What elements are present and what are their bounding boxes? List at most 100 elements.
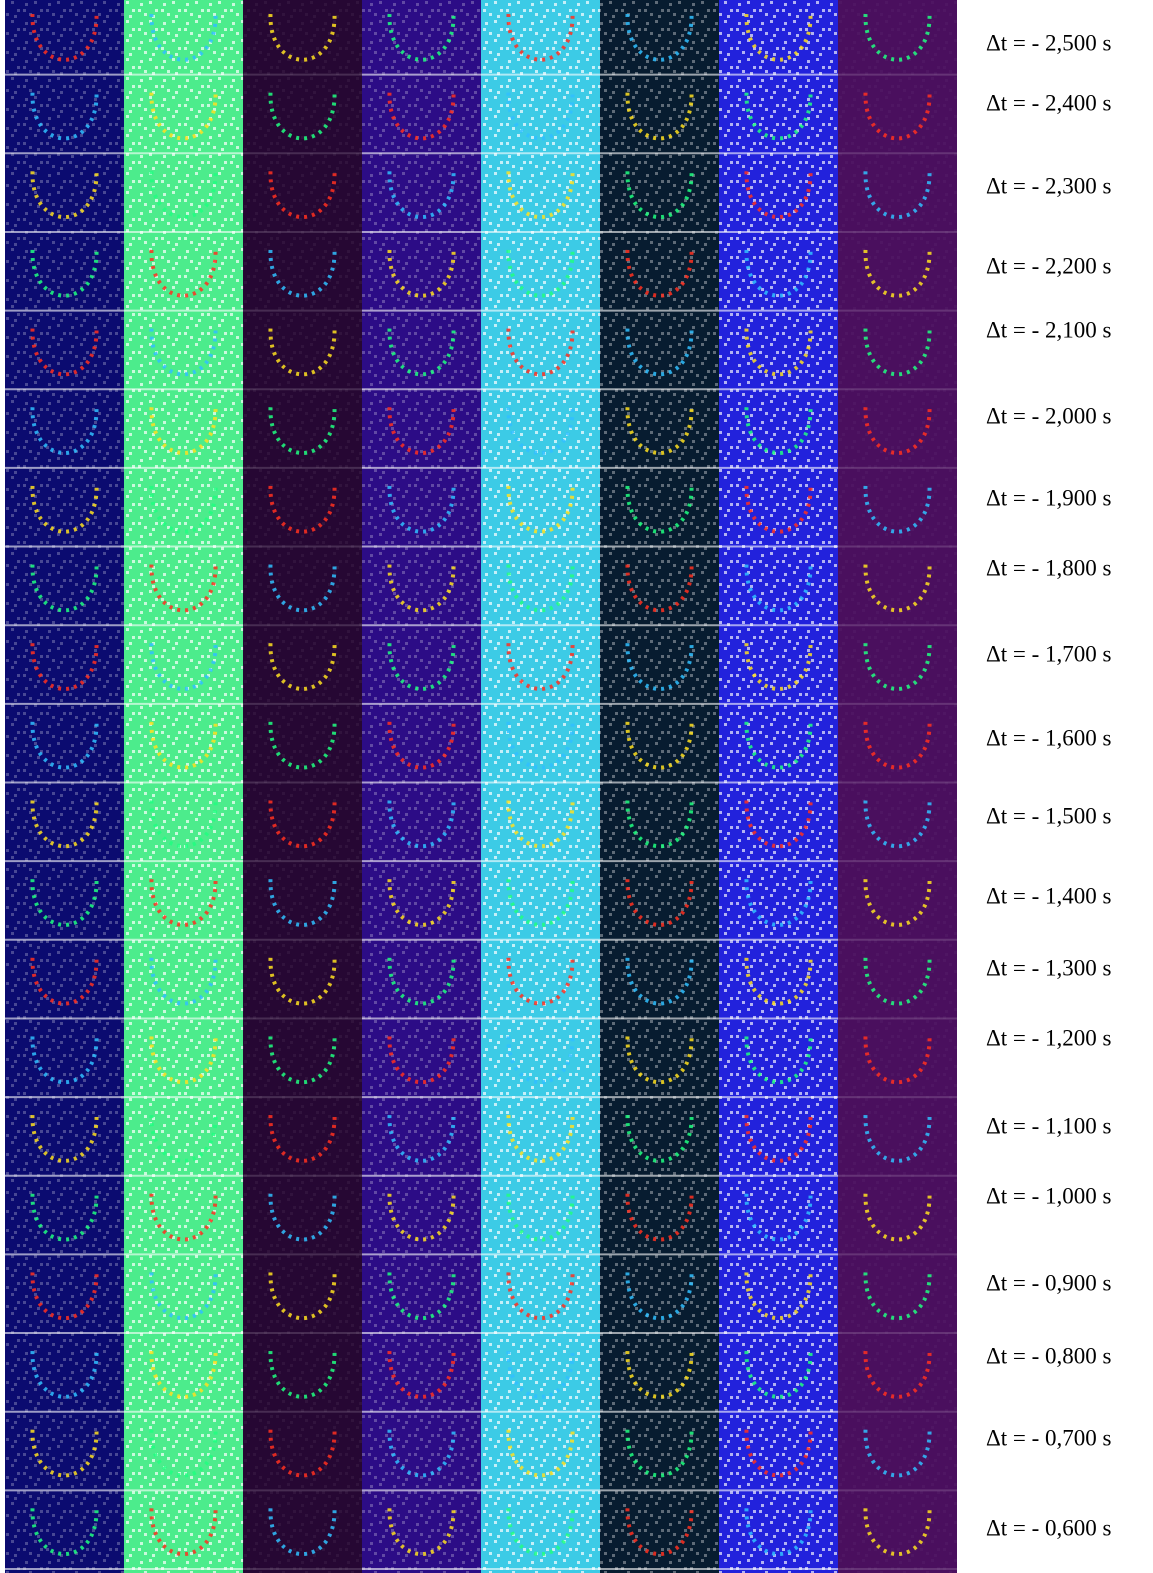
u-shape — [149, 1508, 218, 1557]
time-label: Δt = - 1,100 s — [986, 1113, 1112, 1138]
u-shape — [506, 1036, 575, 1085]
u-shape — [863, 1115, 932, 1163]
u-shape — [744, 1350, 813, 1399]
u-shape — [744, 800, 813, 849]
u-shape — [30, 1508, 99, 1557]
u-shape — [149, 879, 218, 927]
u-shape — [30, 1350, 99, 1399]
u-shape — [625, 564, 694, 613]
u-shape — [387, 1508, 456, 1557]
u-shape — [863, 171, 932, 220]
u-shape — [30, 1193, 99, 1242]
u-shape — [625, 879, 694, 927]
u-shape — [863, 800, 932, 849]
u-shape — [30, 564, 99, 613]
u-shape — [268, 1115, 337, 1163]
u-shape — [30, 171, 99, 220]
u-shape — [149, 564, 218, 613]
u-shape — [149, 92, 218, 141]
u-shape — [863, 328, 932, 377]
time-label: Δt = - 2,500 s — [986, 30, 1112, 55]
u-shape — [268, 1036, 337, 1085]
u-shape — [149, 249, 218, 298]
u-shape — [30, 800, 99, 849]
time-label: Δt = - 1,600 s — [986, 725, 1112, 750]
noise — [124, 0, 243, 1573]
time-label: Δt = - 0,900 s — [986, 1270, 1112, 1295]
u-shape — [387, 721, 456, 770]
u-shape — [30, 643, 99, 691]
u-shape — [268, 643, 337, 691]
u-shape — [268, 249, 337, 298]
noise — [600, 0, 719, 1573]
u-shape — [744, 721, 813, 770]
u-shape — [149, 1036, 218, 1085]
u-shape — [863, 957, 932, 1006]
time-label: Δt = - 2,100 s — [986, 317, 1112, 342]
u-shape — [387, 1115, 456, 1163]
u-shape — [387, 1429, 456, 1478]
u-shape — [863, 13, 932, 62]
u-shape — [744, 249, 813, 298]
time-label: Δt = - 2,300 s — [986, 173, 1112, 198]
u-shape — [268, 879, 337, 927]
u-shape — [30, 1429, 99, 1478]
u-shape — [149, 1350, 218, 1399]
u-shape — [744, 1272, 813, 1321]
u-shape — [744, 643, 813, 691]
u-shape — [744, 13, 813, 62]
u-shape — [387, 485, 456, 534]
u-shape — [149, 1429, 218, 1478]
u-shape — [625, 92, 694, 141]
time-label: Δt = - 2,400 s — [986, 90, 1112, 115]
u-shape — [506, 92, 575, 141]
u-shape — [30, 485, 99, 534]
u-shape — [268, 564, 337, 613]
u-shape — [744, 1508, 813, 1557]
u-shape — [149, 957, 218, 1006]
u-shape — [625, 1193, 694, 1242]
u-shape — [863, 879, 932, 927]
u-shape — [268, 1508, 337, 1557]
noise — [5, 0, 124, 1573]
u-shape — [506, 800, 575, 849]
u-shape — [744, 171, 813, 220]
u-shape — [863, 564, 932, 613]
u-shape — [625, 800, 694, 849]
u-shape — [387, 643, 456, 691]
u-shape — [625, 171, 694, 220]
u-shape — [625, 1272, 694, 1321]
u-shape — [506, 643, 575, 691]
time-label: Δt = - 1,900 s — [986, 485, 1112, 510]
u-shape — [387, 879, 456, 927]
u-shape — [149, 485, 218, 534]
u-shape — [387, 171, 456, 220]
u-shape — [149, 1193, 218, 1242]
u-shape — [506, 1350, 575, 1399]
u-shape — [506, 1508, 575, 1557]
u-shape — [268, 957, 337, 1006]
u-shape — [268, 92, 337, 141]
u-shape — [506, 171, 575, 220]
u-shape — [863, 1193, 932, 1242]
u-shape — [863, 92, 932, 141]
u-shape — [268, 171, 337, 220]
u-shape — [744, 407, 813, 455]
u-shape — [268, 13, 337, 62]
u-shape — [863, 249, 932, 298]
u-shape — [863, 1272, 932, 1321]
u-shape — [149, 721, 218, 770]
u-shape — [149, 643, 218, 691]
u-shape — [30, 13, 99, 62]
u-shape — [506, 13, 575, 62]
u-shape — [387, 249, 456, 298]
u-shape — [625, 721, 694, 770]
time-label: Δt = - 0,600 s — [986, 1515, 1112, 1540]
u-shape — [506, 564, 575, 613]
u-shape — [387, 13, 456, 62]
u-shape — [30, 1115, 99, 1163]
u-shape — [625, 643, 694, 691]
u-shape — [625, 957, 694, 1006]
u-shape — [625, 328, 694, 377]
